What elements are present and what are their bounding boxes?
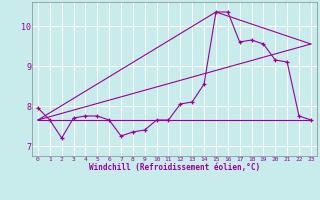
X-axis label: Windchill (Refroidissement éolien,°C): Windchill (Refroidissement éolien,°C) [89, 163, 260, 172]
